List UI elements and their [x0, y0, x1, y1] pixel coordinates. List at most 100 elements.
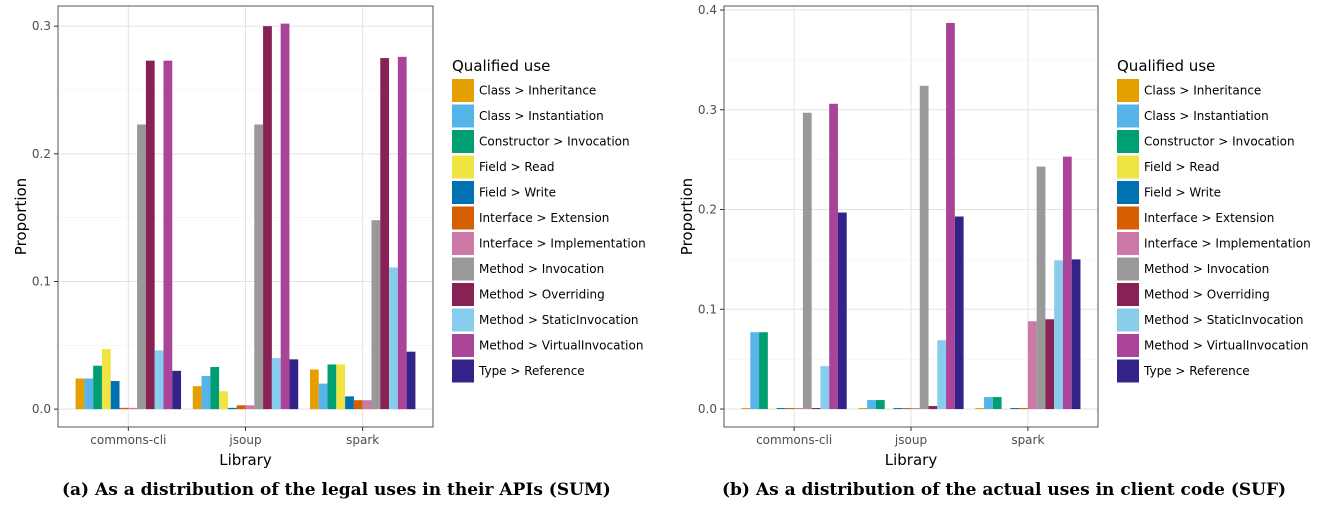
bar [280, 23, 290, 410]
bar [902, 408, 911, 410]
x-tick-label: commons-cli [90, 433, 166, 447]
legend-key [452, 104, 474, 128]
legend-key [1117, 308, 1139, 332]
bar [75, 378, 85, 410]
legend-label: Class > Inheritance [479, 84, 596, 98]
legend-label: Method > StaticInvocation [479, 313, 639, 327]
y-tick-label: 0.0 [698, 402, 717, 416]
y-tick-label: 0.4 [698, 3, 717, 17]
bar [336, 364, 346, 410]
bar [759, 332, 768, 410]
legend-key [452, 232, 474, 255]
bar [946, 22, 955, 410]
legend-label: Type > Reference [1143, 364, 1250, 378]
legend-key [452, 257, 474, 281]
legend-key [1117, 130, 1139, 153]
bar [820, 366, 830, 410]
bar [875, 400, 885, 410]
bar [1054, 260, 1063, 410]
legend-label: Interface > Extension [479, 211, 609, 225]
bar [163, 60, 173, 410]
legend-key [1117, 104, 1139, 128]
x-axis-title: Library [885, 451, 938, 469]
legend-label: Class > Instantiation [1144, 109, 1269, 123]
bar [397, 56, 407, 410]
legend-label: Method > Overriding [479, 288, 605, 302]
y-tick-label: 0.3 [32, 19, 51, 33]
x-tick-label: commons-cli [756, 433, 832, 447]
bar [219, 391, 228, 410]
bar [318, 383, 328, 410]
bar [785, 408, 795, 410]
bar [309, 369, 319, 410]
legend-key [1117, 206, 1139, 230]
caption-a: (a) As a distribution of the legal uses … [62, 480, 611, 500]
legend-key [1117, 359, 1139, 383]
bar [741, 408, 751, 410]
bar-chart-b: 0.0 0.1 0.2 0.3 0.4 commons-cli jsoup spark Libr… [678, 3, 1311, 469]
legend-key [1117, 232, 1139, 255]
legend-key [1117, 334, 1139, 357]
bar [1062, 156, 1072, 410]
bar [110, 381, 120, 410]
y-tick-label: 0.2 [698, 203, 717, 217]
legend-key [452, 359, 474, 383]
legend-key [452, 283, 474, 306]
bar [1036, 166, 1046, 410]
bar [837, 212, 847, 410]
bar [954, 216, 964, 410]
legend-label: Interface > Implementation [479, 237, 646, 251]
bar [345, 396, 354, 410]
bar [829, 103, 838, 410]
legend-title: Qualified use [452, 57, 550, 75]
legend-label: Constructor > Invocation [1144, 135, 1295, 149]
bar [245, 405, 255, 410]
bar [371, 220, 381, 410]
legend-key [1117, 181, 1139, 204]
bar [406, 351, 416, 410]
bar [1027, 321, 1037, 410]
bar [201, 375, 211, 410]
legend-key [452, 130, 474, 153]
legend-key [452, 308, 474, 332]
bar [389, 267, 398, 410]
legend-label: Interface > Implementation [1144, 237, 1311, 251]
bar [93, 365, 102, 410]
legend-key [452, 155, 474, 179]
legend-key [1117, 257, 1139, 281]
bar [271, 358, 281, 410]
legend-label: Field > Write [479, 186, 556, 200]
bar [101, 349, 111, 410]
bar [1010, 408, 1020, 410]
legend-key [1117, 79, 1139, 102]
legend-key [1117, 155, 1139, 179]
y-axis-title: Proportion [678, 178, 696, 255]
bar [145, 60, 155, 410]
legend-label: Method > Invocation [479, 262, 604, 276]
caption-b: (b) As a distribution of the actual uses… [722, 480, 1287, 500]
legend-label: Method > Invocation [1144, 262, 1269, 276]
bar [802, 112, 812, 410]
x-tick-label: jsoup [228, 433, 261, 447]
legend-label: Method > VirtualInvocation [1144, 339, 1308, 353]
bar [362, 400, 372, 410]
legend-label: Method > Overriding [1144, 288, 1270, 302]
y-tick-label: 0.3 [698, 103, 717, 117]
y-tick-label: 0.2 [32, 147, 51, 161]
chart-panel-a: 0.0 0.1 0.2 0.3 commons-cli jsoup spark Library… [0, 0, 664, 525]
bar [794, 408, 803, 410]
bar [975, 408, 985, 410]
legend-label: Class > Inheritance [1144, 84, 1261, 98]
bar [992, 397, 1002, 410]
bar [128, 407, 138, 410]
bar [984, 397, 993, 410]
x-tick-label: spark [346, 433, 379, 447]
legend-key [452, 206, 474, 230]
bar [84, 378, 94, 410]
bar [380, 58, 390, 410]
bar [263, 26, 272, 410]
legend-title: Qualified use [1117, 57, 1215, 75]
bar [119, 407, 129, 410]
y-tick-label: 0.0 [32, 402, 51, 416]
legend-label: Method > StaticInvocation [1144, 313, 1304, 327]
